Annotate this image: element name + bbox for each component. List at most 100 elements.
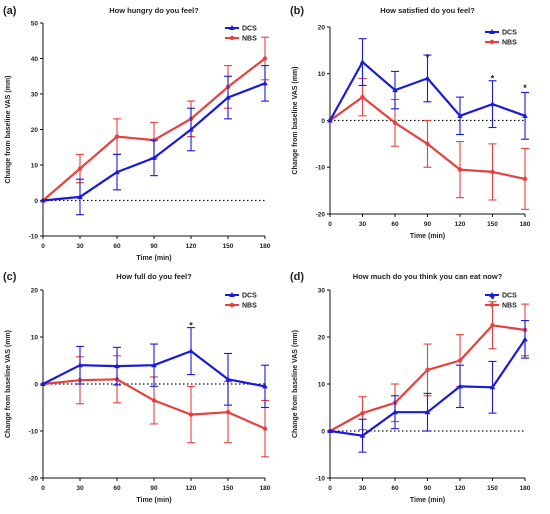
data-point (188, 412, 194, 417)
x-tick-label: 90 (150, 243, 158, 250)
y-tick-label: 10 (318, 71, 326, 78)
y-tick-label: 20 (318, 334, 326, 341)
x-tick-label: 60 (113, 485, 121, 492)
data-point (392, 87, 398, 93)
data-point (151, 398, 157, 403)
y-axis-label: Change from baseline VAS (mm) (5, 75, 12, 183)
data-point (114, 363, 120, 369)
series-dcs (327, 38, 529, 140)
panel-label: (a) (3, 5, 17, 17)
x-tick-label: 180 (520, 221, 531, 228)
legend: DCS NBS (225, 25, 257, 43)
legend-label: NBS (502, 40, 517, 47)
y-tick-label: 20 (318, 24, 326, 31)
data-point (225, 94, 231, 100)
y-tick-label: 20 (31, 287, 39, 294)
x-tick-label: 0 (41, 485, 45, 492)
significance-star: * (491, 73, 495, 83)
data-point (262, 426, 268, 431)
legend-marker (229, 302, 235, 308)
legend-label: NBS (242, 303, 257, 310)
legend-marker (489, 29, 495, 34)
data-point (225, 410, 231, 415)
data-point (151, 154, 157, 160)
x-tick-label: 30 (76, 485, 84, 492)
y-tick-label: -10 (316, 475, 326, 482)
x-axis-label: Time (min) (136, 255, 171, 262)
x-tick-label: 120 (186, 485, 197, 492)
legend-marker (489, 292, 495, 297)
series-nbs (40, 355, 269, 458)
data-point (359, 59, 366, 65)
legend-marker (229, 25, 235, 30)
x-tick-label: 150 (487, 485, 498, 492)
panel-label: (c) (3, 271, 17, 283)
x-tick-label: 180 (520, 485, 531, 492)
data-point (392, 409, 398, 415)
x-tick-label: 30 (359, 221, 367, 228)
data-point (490, 169, 495, 175)
x-tick-label: 90 (424, 221, 432, 228)
panel-title: How hungry do you feel? (109, 6, 199, 15)
data-point (457, 383, 463, 389)
x-tick-label: 0 (328, 485, 332, 492)
series-nbs (40, 36, 269, 203)
y-tick-label: 10 (31, 334, 39, 341)
data-point (425, 141, 430, 147)
data-point (490, 323, 495, 328)
y-tick-label: 10 (31, 162, 39, 169)
data-point (114, 169, 120, 175)
data-point (262, 383, 268, 389)
legend-label: NBS (502, 303, 517, 310)
y-tick-label: 0 (34, 381, 38, 388)
panel-c: (c) How full do you feel? -20 -10 0 10 20 0 30 60… (3, 271, 271, 504)
data-point (424, 75, 431, 81)
data-point (262, 56, 268, 61)
significance-star: * (523, 83, 527, 93)
data-point (457, 112, 463, 118)
y-tick-label: 50 (31, 20, 39, 27)
data-point (188, 126, 194, 132)
x-tick-label: 150 (487, 221, 498, 228)
data-point (225, 376, 231, 382)
legend: DCS NBS (225, 292, 257, 310)
series-nbs (327, 77, 529, 210)
x-tick-label: 90 (150, 485, 158, 492)
legend: DCS NBS (485, 29, 517, 47)
legend-label: NBS (242, 36, 257, 43)
x-axis-label: Time (min) (410, 497, 445, 504)
data-point (40, 197, 46, 203)
significance-star: * (189, 320, 193, 330)
y-tick-label: -10 (29, 233, 39, 240)
panel-title: How much do you think you can eat now? (353, 272, 503, 281)
y-tick-label: 20 (31, 127, 39, 134)
data-point (522, 336, 528, 342)
significance-star: * (426, 52, 430, 62)
significance-star: * (491, 294, 495, 304)
data-point (457, 358, 463, 363)
y-tick-label: 0 (34, 198, 38, 205)
data-point (327, 428, 333, 433)
y-tick-label: 40 (31, 56, 39, 63)
data-point (262, 80, 268, 86)
x-axis-label: Time (min) (410, 233, 445, 240)
y-tick-label: 10 (318, 381, 326, 388)
data-point (40, 381, 46, 386)
panel-a: (a) How hungry do you feel? -10 0 10 20 30 40 50… (3, 5, 271, 262)
series-dcs (40, 327, 269, 409)
data-point (457, 167, 463, 172)
x-tick-label: 60 (113, 243, 121, 250)
y-tick-label: 0 (321, 428, 325, 435)
legend-marker (489, 302, 495, 308)
data-point (489, 384, 496, 390)
x-tick-label: 30 (76, 243, 84, 250)
data-point (489, 101, 496, 107)
x-tick-label: 120 (186, 243, 197, 250)
legend-marker (489, 39, 495, 45)
x-tick-label: 150 (223, 485, 234, 492)
y-tick-label: -20 (29, 475, 39, 482)
x-tick-label: 150 (223, 243, 234, 250)
data-point (424, 409, 431, 415)
legend-label: DCS (242, 293, 257, 300)
data-point (151, 362, 157, 368)
